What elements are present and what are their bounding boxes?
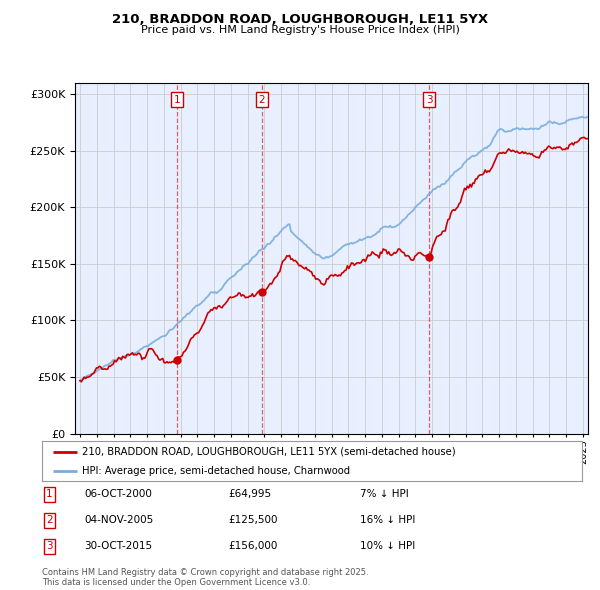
Text: 04-NOV-2005: 04-NOV-2005	[84, 516, 153, 525]
Text: £156,000: £156,000	[228, 542, 277, 551]
Text: 7% ↓ HPI: 7% ↓ HPI	[360, 490, 409, 499]
Text: 1: 1	[173, 95, 180, 105]
Text: Contains HM Land Registry data © Crown copyright and database right 2025.
This d: Contains HM Land Registry data © Crown c…	[42, 568, 368, 587]
Text: 16% ↓ HPI: 16% ↓ HPI	[360, 516, 415, 525]
Text: 3: 3	[46, 542, 53, 551]
Text: 210, BRADDON ROAD, LOUGHBOROUGH, LE11 5YX (semi-detached house): 210, BRADDON ROAD, LOUGHBOROUGH, LE11 5Y…	[83, 447, 456, 457]
Text: Price paid vs. HM Land Registry's House Price Index (HPI): Price paid vs. HM Land Registry's House …	[140, 25, 460, 35]
Text: HPI: Average price, semi-detached house, Charnwood: HPI: Average price, semi-detached house,…	[83, 466, 350, 476]
Text: 3: 3	[426, 95, 433, 105]
Text: 30-OCT-2015: 30-OCT-2015	[84, 542, 152, 551]
Text: 2: 2	[46, 516, 53, 525]
Text: £125,500: £125,500	[228, 516, 277, 525]
Text: 10% ↓ HPI: 10% ↓ HPI	[360, 542, 415, 551]
Text: 2: 2	[259, 95, 265, 105]
Text: 06-OCT-2000: 06-OCT-2000	[84, 490, 152, 499]
Text: 210, BRADDON ROAD, LOUGHBOROUGH, LE11 5YX: 210, BRADDON ROAD, LOUGHBOROUGH, LE11 5Y…	[112, 13, 488, 26]
Text: £64,995: £64,995	[228, 490, 271, 499]
Text: 1: 1	[46, 490, 53, 499]
